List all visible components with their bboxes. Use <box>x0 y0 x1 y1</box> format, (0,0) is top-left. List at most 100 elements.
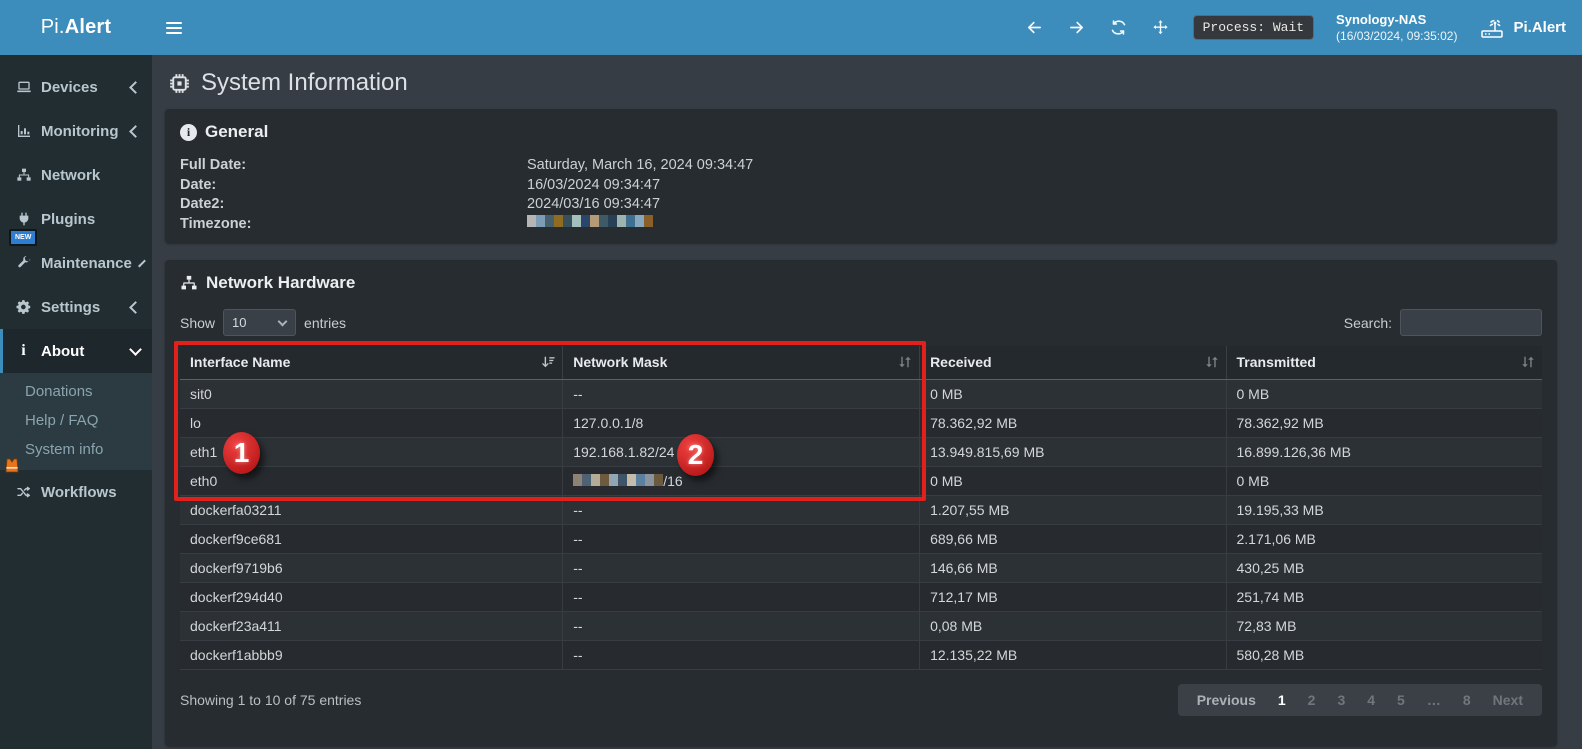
wrench-icon <box>15 255 32 272</box>
navbar-right-group: Process: Wait Synology-NAS (16/03/2024, … <box>1025 12 1582 44</box>
sidebar-item-label: Maintenance <box>41 254 132 272</box>
general-rows: Full Date: Saturday, March 16, 2024 09:3… <box>180 156 1542 234</box>
shuffle-icon <box>15 484 32 501</box>
sidebar: Devices Monitoring Network Pl <box>0 55 152 749</box>
chevron-down-icon <box>277 316 288 326</box>
search-label: Search: <box>1343 314 1392 331</box>
sort-both-icon <box>899 357 911 368</box>
table-row[interactable]: dockerf1abbb9 -- 12.135,22 MB 580,28 MB <box>180 640 1542 670</box>
pagination-page-5[interactable]: 5 <box>1397 691 1405 708</box>
chip-icon <box>170 73 189 93</box>
refresh-icon[interactable] <box>1109 18 1129 38</box>
device-info: Synology-NAS (16/03/2024, 09:35:02) <box>1336 12 1457 44</box>
general-row-date: Date: 16/03/2024 09:34:47 <box>180 176 661 193</box>
table-header-row: Interface Name Network Mask Received <box>180 346 1542 380</box>
sidebar-item-label: Plugins <box>41 210 96 228</box>
forward-arrow-icon[interactable] <box>1067 18 1087 38</box>
submenu-item-help-faq[interactable]: Help / FAQ <box>25 412 99 429</box>
sidebar-item-label: About <box>41 342 85 360</box>
sidebar-item-label: Devices <box>41 78 98 96</box>
col-transmitted[interactable]: Transmitted <box>1226 346 1542 380</box>
datatable-footer: Showing 1 to 10 of 75 entries Previous 1… <box>180 683 1542 716</box>
brand-right-group[interactable]: Pi.Alert <box>1479 17 1566 39</box>
device-name: Synology-NAS <box>1336 11 1427 27</box>
top-navbar: Pi. Alert Process: Wait Synology-NAS (16/… <box>0 0 1582 55</box>
logo-prefix: Pi. <box>40 16 65 38</box>
chevron-left-icon <box>129 80 142 94</box>
pagination-page-3[interactable]: 3 <box>1337 691 1346 708</box>
pagination-page-4[interactable]: 4 <box>1367 691 1376 708</box>
sitemap-icon <box>15 167 32 184</box>
move-icon[interactable] <box>1151 18 1171 38</box>
table-row[interactable]: dockerf294d40 -- 712,17 MB 251,74 MB <box>180 582 1542 612</box>
pagination-next[interactable]: Next <box>1492 691 1523 708</box>
gear-icon <box>15 299 32 316</box>
annotation-badge-1: 1 <box>223 432 260 474</box>
table-row[interactable]: dockerf23a411 -- 0,08 MB 72,83 MB <box>180 611 1542 641</box>
page-size-select[interactable]: 10 <box>223 309 297 336</box>
sort-both-icon <box>1205 357 1218 368</box>
table-wrapper: 1 2 Interface Name Network Mask <box>174 341 1542 670</box>
chevron-left-icon <box>137 259 146 267</box>
sidebar-item-monitoring[interactable]: Monitoring <box>0 109 152 153</box>
chevron-left-icon <box>129 300 142 314</box>
table-row[interactable]: dockerf9719b6 -- 146,66 MB 430,25 MB <box>180 553 1542 583</box>
sidebar-item-devices[interactable]: Devices <box>0 65 152 109</box>
table-row[interactable]: lo 127.0.0.1/8 78.362,92 MB 78.362,92 MB <box>180 408 1542 438</box>
table-info-text: Showing 1 to 10 of 75 entries <box>180 691 362 708</box>
submenu-item-donations[interactable]: Donations <box>25 383 93 400</box>
col-received[interactable]: Received <box>919 346 1227 380</box>
pagination-page-1[interactable]: 1 <box>1277 691 1286 708</box>
general-row-full-date: Full Date: Saturday, March 16, 2024 09:3… <box>180 157 754 173</box>
sidebar-item-label: Network <box>41 166 101 184</box>
laptop-icon <box>15 79 32 96</box>
show-label: Show <box>180 314 216 331</box>
table-row[interactable]: dockerf9ce681 -- 689,66 MB 2.171,06 MB <box>180 524 1542 554</box>
search-input[interactable] <box>1400 309 1542 336</box>
network-hardware-panel: Network Hardware Show 10 entries Search: <box>165 260 1557 746</box>
page-header: System Information <box>165 63 1557 107</box>
pagination-page-2[interactable]: 2 <box>1307 691 1316 708</box>
sidebar-item-network[interactable]: Network <box>0 153 152 197</box>
network-hardware-title: Network Hardware <box>173 273 1549 293</box>
sidebar-item-plugins[interactable]: Plugins <box>0 197 152 241</box>
process-status-badge: Process: Wait <box>1192 15 1315 40</box>
pagination: Previous 1 2 3 4 5 … 8 Next <box>1177 683 1542 716</box>
sidebar-item-maintenance[interactable]: NEW Maintenance <box>0 229 152 285</box>
chevron-down-icon <box>129 342 142 356</box>
col-interface-name[interactable]: Interface Name <box>180 346 564 380</box>
redacted-network-mask <box>573 473 664 486</box>
table-row[interactable]: sit0 -- 0 MB 0 MB <box>180 379 1542 409</box>
col-network-mask[interactable]: Network Mask <box>562 346 921 380</box>
sort-desc-icon <box>542 357 555 368</box>
general-panel-title: i General <box>180 122 1542 142</box>
app-logo[interactable]: Pi. Alert <box>0 0 152 55</box>
network-hardware-table: Interface Name Network Mask Received <box>180 346 1542 670</box>
sitemap-icon <box>181 275 197 290</box>
table-row[interactable]: eth0 /16 0 MB 0 MB <box>180 466 1542 496</box>
sidebar-toggle-button[interactable] <box>152 0 196 55</box>
pagination-ellipsis: … <box>1426 691 1441 708</box>
sidebar-item-about[interactable]: i About <box>0 329 152 373</box>
table-row[interactable]: dockerfa03211 -- 1.207,55 MB 19.195,33 M… <box>180 495 1542 525</box>
device-timestamp: (16/03/2024, 09:35:02) <box>1336 28 1458 43</box>
content-area: System Information i General Full Date: … <box>152 55 1582 749</box>
info-icon: i <box>21 342 26 359</box>
pagination-page-8[interactable]: 8 <box>1462 691 1471 708</box>
brand-label: Pi.Alert <box>1513 19 1566 36</box>
sidebar-item-workflows[interactable]: Workflows <box>0 458 152 514</box>
plug-icon <box>15 211 32 228</box>
sidebar-item-label: Workflows <box>41 483 117 501</box>
logo-bold: Alert <box>64 16 112 38</box>
safety-vest-icon <box>5 458 19 473</box>
back-arrow-icon[interactable] <box>1025 18 1045 38</box>
router-icon <box>1481 19 1504 38</box>
redacted-timezone <box>527 214 653 227</box>
pagination-previous[interactable]: Previous <box>1196 691 1256 708</box>
datatable-controls: Show 10 entries Search: <box>180 309 1542 336</box>
sidebar-item-settings[interactable]: Settings <box>0 285 152 329</box>
submenu-item-system-info[interactable]: System info <box>25 441 104 458</box>
table-row[interactable]: eth1 192.168.1.82/24 13.949.815,69 MB 16… <box>180 437 1542 467</box>
new-badge: NEW <box>9 229 38 246</box>
